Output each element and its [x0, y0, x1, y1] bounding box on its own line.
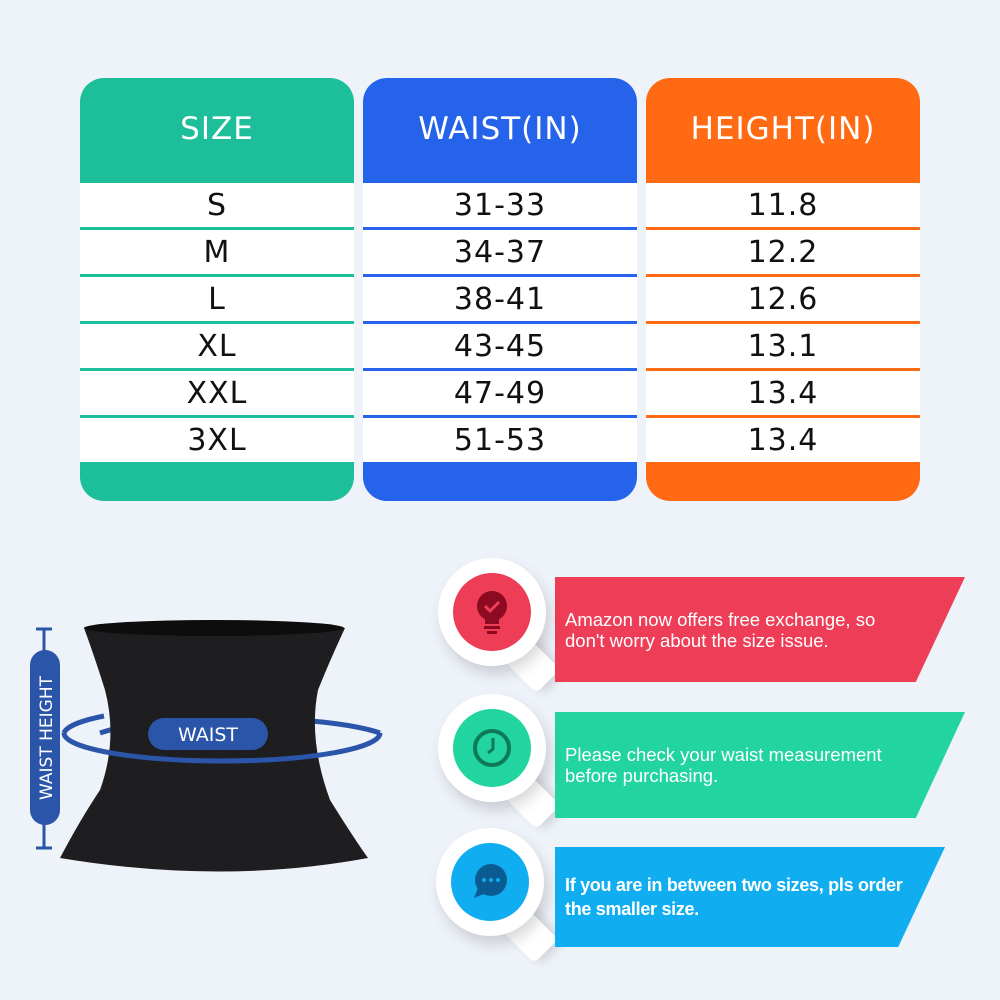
waist-cell: 47-49 [363, 371, 637, 415]
waist-trainer-figure: WAIST WAIST HEIGHT [30, 620, 383, 872]
size-cell: S [80, 183, 354, 227]
tip-measure-badge [438, 694, 561, 830]
waist-cell: 51-53 [363, 418, 637, 462]
height-header: HEIGHT(IN) [690, 111, 876, 147]
tip-text-line: the smaller size. [565, 899, 699, 919]
waist-cell: 31-33 [363, 183, 637, 227]
tip-exchange-band: Amazon now offers free exchange, so don't… [555, 577, 965, 682]
waist-ring-left [61, 713, 105, 735]
chat-bubble-icon [474, 864, 507, 898]
waist-cell: 38-41 [363, 277, 637, 321]
tip-text-line: before purchasing. [565, 765, 719, 786]
waist-header: WAIST(IN) [418, 111, 582, 147]
tip-measure-band: Please check your waist measurement befor… [555, 712, 965, 818]
tip-exchange-badge [438, 558, 561, 694]
tip-size-band: If you are in between two sizes, pls ord… [555, 847, 945, 947]
height-cell: 13.4 [646, 371, 920, 415]
height-cell: 13.1 [646, 324, 920, 368]
height-label: WAIST HEIGHT [37, 675, 57, 800]
clock-icon [473, 729, 511, 767]
height-cell: 12.2 [646, 230, 920, 274]
tip-size-badge [436, 828, 559, 964]
size-column: SIZE S M L XL XXL 3XL [80, 78, 354, 501]
waist-ring [61, 732, 383, 764]
height-cell: 11.8 [646, 183, 920, 227]
lightbulb-check-icon [477, 591, 507, 634]
height-label-pill [30, 650, 60, 825]
size-cell: 3XL [80, 418, 354, 462]
height-cell: 12.6 [646, 277, 920, 321]
waist-column: WAIST(IN) 31-33 34-37 38-41 43-45 47-49 … [363, 78, 637, 501]
waist-label-pill [148, 718, 268, 750]
height-cell: 13.4 [646, 418, 920, 462]
waist-cell: 43-45 [363, 324, 637, 368]
waist-label: WAIST [178, 724, 238, 746]
size-cell: XL [80, 324, 354, 368]
tip-text-line: If you are in between two sizes, pls ord… [565, 875, 903, 895]
tip-text-line: Amazon now offers free exchange, so [565, 608, 876, 630]
size-header: SIZE [180, 111, 254, 147]
waist-cell: 34-37 [363, 230, 637, 274]
size-cell: XXL [80, 371, 354, 415]
size-cell: L [80, 277, 354, 321]
tip-text-line: Please check your waist measurement [565, 744, 882, 765]
height-column: HEIGHT(IN) 11.8 12.2 12.6 13.1 13.4 13.4 [646, 78, 920, 501]
size-cell: M [80, 230, 354, 274]
waist-trainer-opening [84, 620, 344, 636]
tip-text-line: don't worry about the size issue. [565, 629, 829, 651]
